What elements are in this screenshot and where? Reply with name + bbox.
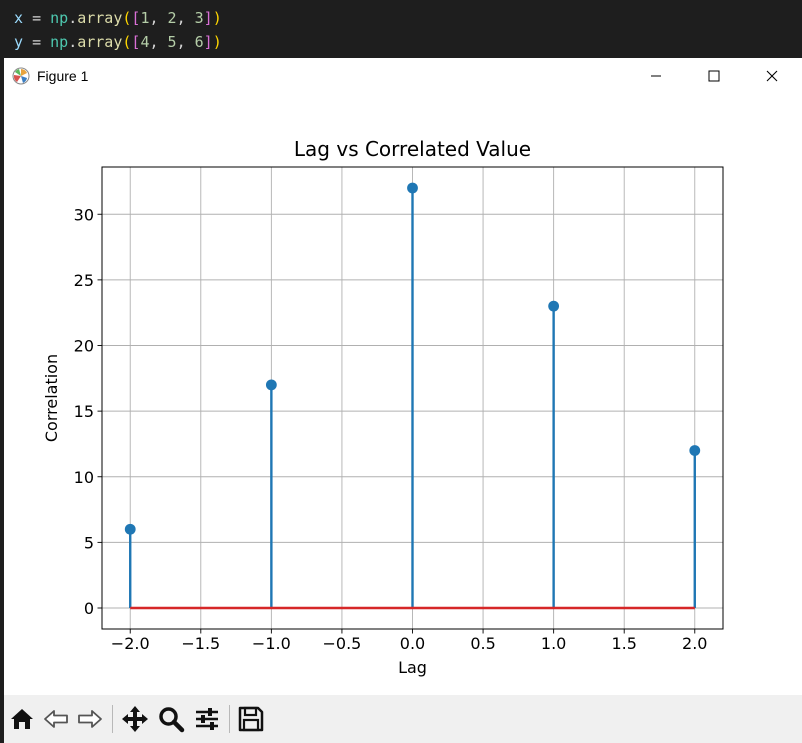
save-button[interactable] [235, 703, 267, 735]
stem-marker [265, 379, 277, 391]
y-tick-label: 0 [84, 599, 94, 618]
x-tick-label: 1.0 [541, 634, 566, 653]
chart-title: Lag vs Correlated Value [294, 137, 531, 161]
y-tick-label: 5 [84, 533, 94, 552]
code-token: = [32, 33, 42, 51]
code-token: 1 [140, 9, 150, 27]
x-tick-label: −1.5 [181, 634, 220, 653]
stem-chart: −2.0 −1.5 −1.0 −0.5 0.0 0.5 1.0 1.5 2.0 0 5 10 15 20 2… [42, 137, 724, 677]
code-token: np [50, 9, 69, 27]
code-token: array [77, 9, 123, 27]
code-line: x = np.array([1, 2, 3]) [14, 9, 222, 27]
home-icon [11, 709, 33, 729]
code-token: x [14, 9, 24, 27]
stem-marker [689, 445, 701, 456]
zoom-icon [159, 707, 185, 733]
stem-marker [407, 182, 418, 194]
title-bar[interactable]: Figure 1 [4, 58, 802, 94]
forward-button[interactable] [74, 703, 106, 735]
y-tick-label: 25 [74, 271, 94, 290]
toolbar-separator [112, 705, 113, 733]
y-tick-label: 10 [74, 468, 94, 487]
close-icon [766, 70, 778, 82]
x-tick-label: −2.0 [111, 634, 150, 653]
pan-icon [122, 706, 148, 732]
y-tick-label: 30 [74, 205, 94, 224]
maximize-button[interactable] [691, 58, 737, 94]
code-token: y [14, 33, 24, 51]
toolbar-separator [229, 705, 230, 733]
back-arrow-icon [44, 710, 68, 728]
back-button[interactable] [40, 703, 72, 735]
minimize-button[interactable] [633, 58, 679, 94]
code-token: array [77, 33, 123, 51]
code-token: 5 [167, 33, 177, 51]
x-tick-label: 1.5 [611, 634, 636, 653]
forward-arrow-icon [78, 710, 102, 728]
stem-marker [124, 523, 136, 535]
figure-window: Figure 1 −2.0 −1.5 −1.0 −0.5 0.0 0.5 1.0 1.5 2.0… [4, 58, 802, 743]
save-icon [238, 706, 264, 732]
x-tick-label: 0.0 [400, 634, 425, 653]
y-tick-label: 15 [74, 402, 94, 421]
minimize-icon [651, 75, 661, 77]
x-tick-label: 2.0 [682, 634, 707, 653]
navigation-toolbar [4, 695, 802, 743]
maximize-icon [708, 70, 720, 82]
axes-frame [101, 166, 724, 630]
code-token: 3 [194, 9, 204, 27]
matplotlib-icon [12, 67, 30, 85]
stem-marker [548, 300, 560, 312]
code-token: 4 [140, 33, 150, 51]
x-tick-label: −0.5 [323, 634, 362, 653]
figure-canvas[interactable]: −2.0 −1.5 −1.0 −0.5 0.0 0.5 1.0 1.5 2.0 0 5 10 15 20 2… [4, 94, 802, 695]
x-tick-label: 0.5 [470, 634, 495, 653]
y-axis-label: Correlation [42, 354, 61, 442]
code-token: 6 [194, 33, 204, 51]
editor-edge [0, 58, 4, 743]
pan-button[interactable] [119, 703, 151, 735]
code-token: = [32, 9, 42, 27]
code-line: y = np.array([4, 5, 6]) [14, 33, 222, 51]
code-token: np [50, 33, 69, 51]
configure-subplots-icon [196, 708, 218, 730]
window-title: Figure 1 [37, 68, 89, 84]
x-axis-label: Lag [398, 658, 427, 677]
configure-subplots-button[interactable] [191, 703, 223, 735]
code-editor: x = np.array([1, 2, 3]) y = np.array([4,… [0, 0, 802, 58]
zoom-button[interactable] [155, 703, 187, 735]
x-tick-label: −1.0 [252, 634, 291, 653]
close-button[interactable] [749, 58, 795, 94]
home-button[interactable] [6, 703, 38, 735]
code-token: 2 [167, 9, 177, 27]
y-tick-label: 20 [74, 337, 94, 356]
